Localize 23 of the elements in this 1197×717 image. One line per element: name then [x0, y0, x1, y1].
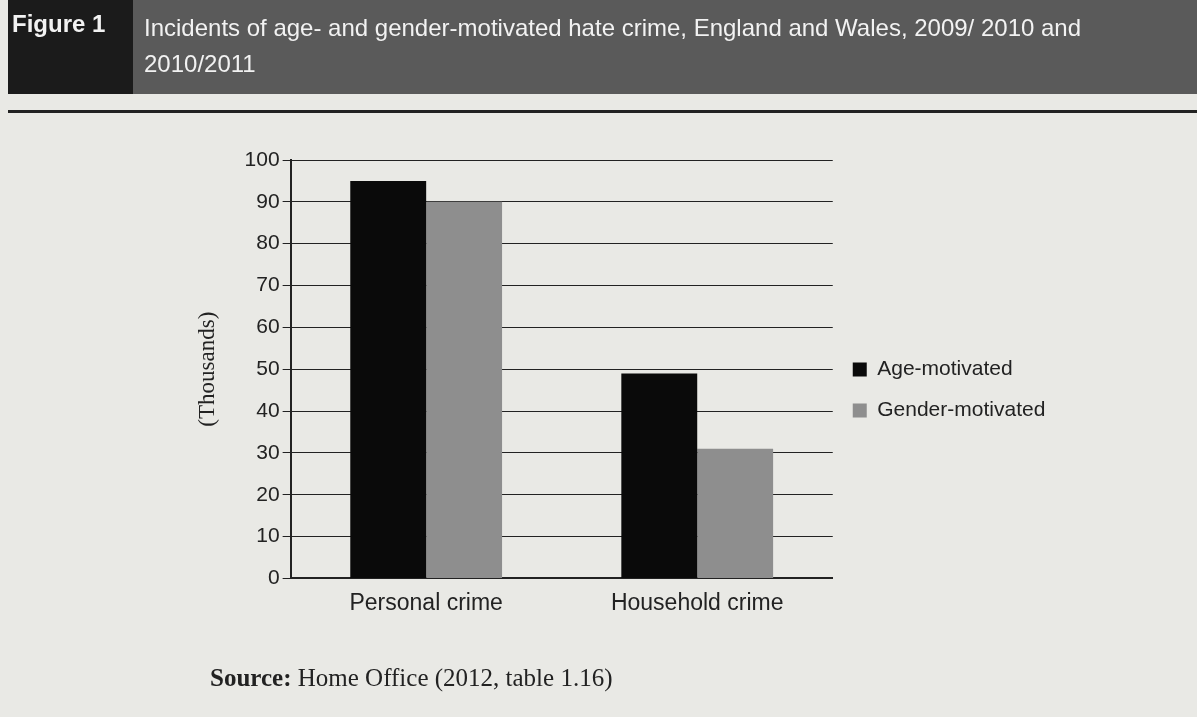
bar — [621, 373, 698, 578]
y-tick-label: 0 — [267, 565, 280, 589]
text: Figure 1 — [8, 0, 133, 94]
y-tick-label: 60 — [256, 314, 280, 338]
y-tick-label: 100 — [244, 146, 280, 170]
y-axis-title: (Thousands) — [193, 311, 219, 427]
y-tick-label: 50 — [256, 356, 280, 379]
y-tick-label: 30 — [256, 439, 280, 463]
y-tick-label: 80 — [256, 230, 280, 254]
chart-subtitle: Incidents of age- and gender-motivated hate crime, England and Wales, 2009/ 2010 and 2010/2011 — [144, 13, 1083, 79]
bar — [697, 448, 774, 578]
legend-label: Gender-motivated — [877, 397, 1046, 421]
y-tick-label: 90 — [256, 188, 280, 212]
y-tick-label: 20 — [256, 481, 280, 505]
source-note: Source: Home Office (2012, table 1.16) — [210, 664, 613, 692]
bar — [350, 180, 427, 578]
y-tick-label: 70 — [256, 272, 280, 296]
x-tick-label: Personal crime — [349, 588, 503, 615]
bar — [426, 201, 503, 578]
x-tick-label: Household crime — [610, 588, 784, 615]
y-tick-label: 40 — [256, 397, 280, 421]
legend-label: Age-motivated — [877, 356, 1013, 380]
y-tick-label: 10 — [256, 523, 280, 547]
